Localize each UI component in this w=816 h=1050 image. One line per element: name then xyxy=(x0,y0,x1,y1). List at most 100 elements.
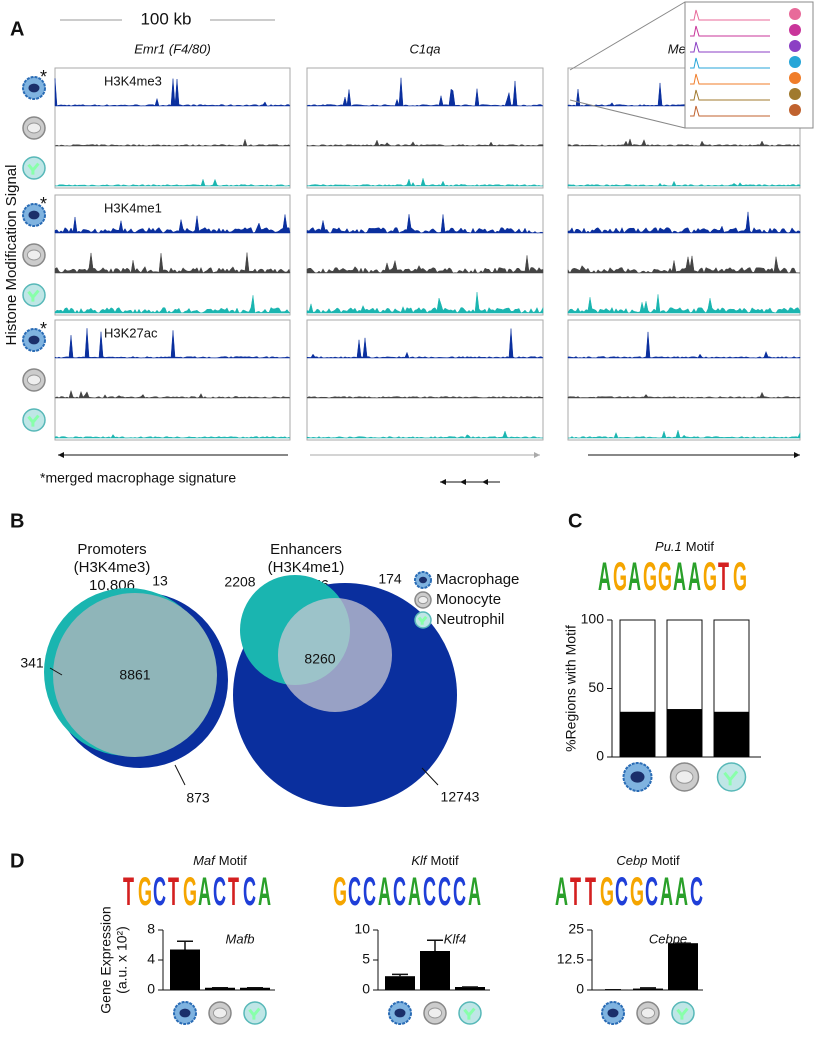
signal-track xyxy=(54,389,291,399)
gene-label: Mafb xyxy=(226,931,255,946)
cell-nucleus xyxy=(27,289,40,302)
gene-name: Emr1 (F4/80) xyxy=(134,41,211,56)
signal-track xyxy=(54,295,291,314)
cell-nucleus xyxy=(26,249,42,261)
y-tick-label: 0 xyxy=(576,981,584,997)
cell-icon xyxy=(22,408,46,432)
cell-nucleus xyxy=(26,122,42,134)
venn-count: 8260 xyxy=(304,651,335,667)
signal-track xyxy=(567,429,801,439)
logo-letter: A xyxy=(598,554,611,599)
cell-icon xyxy=(636,1001,660,1025)
cell-nucleus xyxy=(248,1007,261,1020)
bar xyxy=(240,987,270,990)
cell-nucleus xyxy=(28,210,40,220)
signal-track xyxy=(306,214,544,234)
signal-track xyxy=(306,328,544,359)
inset-track xyxy=(690,73,770,85)
cell-icon xyxy=(22,243,46,267)
logo-letter: C xyxy=(348,869,361,914)
signal-track xyxy=(54,328,291,359)
asterisk: * xyxy=(40,194,47,214)
panel-label: B xyxy=(10,510,24,532)
venn-count: 873 xyxy=(186,790,210,806)
logo-letter: T xyxy=(228,869,239,914)
inset-track xyxy=(690,25,770,37)
cell-icon xyxy=(208,1001,232,1025)
signal-track xyxy=(567,294,801,314)
cell-nucleus xyxy=(27,414,40,427)
signal-track xyxy=(567,391,801,399)
signal-track xyxy=(54,178,291,187)
motif-name: Maf xyxy=(193,853,216,868)
logo-letter: A xyxy=(555,869,568,914)
bar xyxy=(205,987,235,990)
motif-name: Cebp xyxy=(616,853,647,868)
cell-nucleus xyxy=(419,576,427,584)
y-tick-label: 4 xyxy=(147,951,155,967)
signal-track xyxy=(567,138,801,147)
logo-letter: C xyxy=(243,869,256,914)
panel-label: A xyxy=(10,18,24,40)
logo-letter: A xyxy=(198,869,211,914)
logo-letter: T xyxy=(585,869,596,914)
gene-name: C1qa xyxy=(409,41,440,56)
leader xyxy=(49,667,63,676)
chart-title: Maf Motif xyxy=(193,853,247,868)
chart-title: Klf Motif xyxy=(411,853,459,868)
cell-icon xyxy=(414,571,432,589)
logo-letter: G xyxy=(613,554,627,599)
cell-nucleus xyxy=(212,1007,228,1019)
inset-track xyxy=(690,105,770,117)
y-tick-label: 5 xyxy=(362,951,370,967)
signal-track xyxy=(54,252,291,274)
venn-count: 13 xyxy=(152,573,168,589)
inset-track xyxy=(690,57,770,69)
y-axis-label: Histone Modification Signal xyxy=(3,165,20,346)
organ-icon xyxy=(789,40,801,52)
logo-letter: T xyxy=(123,869,134,914)
logo-letter: G xyxy=(600,869,614,914)
asterisk: * xyxy=(40,67,47,87)
logo-letter: G xyxy=(733,554,747,599)
cell-nucleus xyxy=(417,615,428,625)
logo-letter: C xyxy=(363,869,376,914)
arrow-head xyxy=(58,452,64,458)
organ-icon xyxy=(789,88,801,100)
logo-letter: G xyxy=(333,869,347,914)
inset-connector xyxy=(569,99,686,129)
bar xyxy=(633,988,663,990)
signal-track xyxy=(54,138,291,147)
error-bar xyxy=(640,987,656,989)
cell-icon xyxy=(22,328,46,352)
venn-count: 8861 xyxy=(119,667,150,683)
cell-nucleus xyxy=(27,162,40,175)
bar xyxy=(714,711,749,757)
venn-count: 2208 xyxy=(224,574,255,590)
cell-nucleus xyxy=(607,1008,619,1018)
logo-letter: G xyxy=(658,554,672,599)
y-tick-label: 0 xyxy=(147,981,155,997)
cell-icon xyxy=(22,283,46,307)
cell-nucleus xyxy=(394,1008,406,1018)
logo-letter: C xyxy=(393,869,406,914)
logo-letter: C xyxy=(645,869,658,914)
logo-letter: G xyxy=(183,869,197,914)
title-suffix: Motif xyxy=(651,853,680,868)
bar xyxy=(668,943,698,990)
cell-icon xyxy=(22,116,46,140)
y-tick-label: 100 xyxy=(581,611,605,627)
organ-icon xyxy=(789,72,801,84)
y-tick-label: 10 xyxy=(354,921,370,937)
motif-name: Pu.1 xyxy=(655,539,682,554)
signal-track xyxy=(306,396,544,399)
bar xyxy=(455,987,485,990)
signal-track xyxy=(54,434,291,439)
logo-letter: T xyxy=(570,869,581,914)
track-box xyxy=(306,319,544,441)
cell-icon xyxy=(388,1001,412,1025)
cell-icon xyxy=(458,1001,482,1025)
organ-icon xyxy=(789,24,801,36)
signal-track xyxy=(54,78,291,107)
title-suffix: Motif xyxy=(686,539,715,554)
